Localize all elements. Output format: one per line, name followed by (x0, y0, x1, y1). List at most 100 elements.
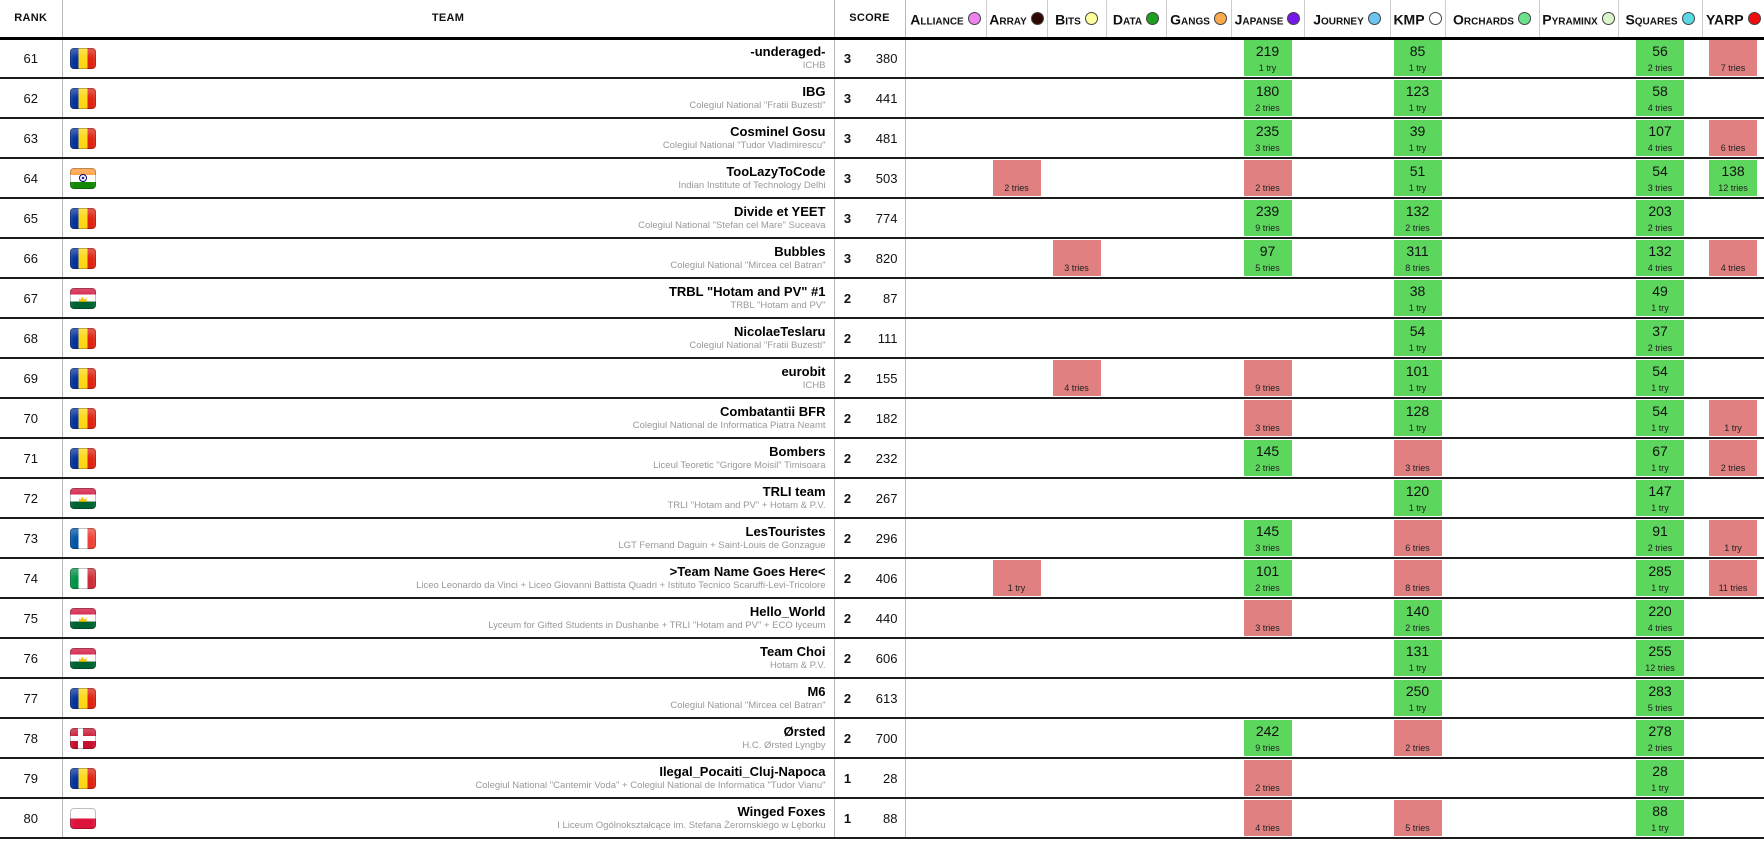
result-tries: 1 try (1408, 423, 1427, 433)
problem-header-journey: Journey (1303, 0, 1390, 40)
problem-name: Pyraminx (1542, 10, 1598, 27)
result-solved: 283 5 tries (1636, 680, 1684, 716)
result-cell-bits (1047, 518, 1106, 558)
result-cell-alliance (905, 558, 986, 598)
result-points: 145 (1255, 523, 1280, 539)
result-cell-japanse: 2 tries (1231, 758, 1304, 798)
result-cell-alliance (905, 198, 986, 238)
team-cell: Team Choi Hotam & P.V. (62, 638, 835, 678)
result-tries: 4 tries (1255, 823, 1280, 833)
rank-cell: 67 (0, 278, 63, 318)
result-cell-alliance (905, 278, 986, 318)
result-points: 132 (1405, 203, 1430, 219)
result-points: 132 (1648, 243, 1672, 259)
result-tries: 6 tries (1405, 543, 1430, 553)
flag-poland-icon (69, 807, 96, 829)
result-failed: 2 tries (1709, 440, 1757, 476)
result-cell-bits: 3 tries (1047, 238, 1106, 278)
result-cell-squares: 107 4 tries (1618, 118, 1702, 158)
problem-header-orchards: Orchards (1444, 0, 1539, 40)
result-cell-array: 2 tries (986, 158, 1047, 198)
result-solved: 39 1 try (1393, 120, 1442, 156)
problem-header-squares: Squares (1617, 0, 1702, 40)
flag-france-icon (69, 527, 96, 549)
header-row: Rank Team Score Alliance Array Bits Data Gan… (0, 0, 1764, 40)
result-cell-pyraminx (1539, 638, 1618, 678)
result-solved: 91 2 tries (1636, 520, 1684, 556)
problem-name: Orchards (1453, 10, 1514, 27)
result-cell-journey (1304, 558, 1390, 598)
result-cell-data (1106, 718, 1166, 758)
result-cell-yarp (1702, 798, 1764, 838)
result-cell-pyraminx (1539, 238, 1618, 278)
result-tries: 1 try (1408, 383, 1427, 393)
table-row: 65 Divide et YEET Colegiul National "Stefa… (0, 198, 1764, 238)
score-cell: 2 440 (834, 598, 906, 638)
result-cell-pyraminx (1539, 758, 1618, 798)
table-row: 74 >Team Name Goes Here< Liceo Leonardo da… (0, 558, 1764, 598)
result-solved: 51 1 try (1393, 160, 1442, 196)
solved-count: 3 (843, 50, 852, 66)
result-solved: 54 1 try (1393, 320, 1442, 356)
result-cell-japanse (1231, 678, 1304, 718)
result-cell-gangs (1166, 478, 1231, 518)
flag-romania-icon (69, 407, 96, 429)
result-cell-array (986, 358, 1047, 398)
result-cell-bits (1047, 158, 1106, 198)
solved-count: 2 (843, 610, 852, 626)
flag-tajikistan-icon (69, 607, 96, 629)
result-cell-pyraminx (1539, 198, 1618, 238)
problem-color-icon-alliance (967, 12, 981, 26)
result-cell-journey (1304, 158, 1390, 198)
result-cell-alliance (905, 158, 986, 198)
table-row: 75 Hello_World Lyceum for Gifted Students … (0, 598, 1764, 638)
result-cell-squares: 283 5 tries (1618, 678, 1702, 718)
team-affiliation: Colegiul National "Mircea cel Batran" (670, 260, 826, 272)
problem-header-yarp: YARP (1701, 0, 1764, 40)
team-affiliation: I Liceum Ogólnokształcące im. Stefana Że… (557, 820, 826, 832)
team-affiliation: Lyceum for Gifted Students in Dushanbe +… (488, 620, 826, 632)
result-tries: 1 try (1408, 63, 1427, 74)
result-points: 278 (1648, 723, 1672, 739)
result-tries: 1 try (1408, 303, 1427, 313)
result-cell-alliance (905, 478, 986, 518)
result-tries: 12 tries (1718, 183, 1748, 193)
result-cell-orchards (1445, 718, 1539, 758)
result-tries: 2 tries (1405, 743, 1430, 753)
result-cell-alliance (905, 638, 986, 678)
rank-cell: 74 (0, 558, 63, 598)
team-affiliation: Colegiul National "Stefan cel Mare" Suce… (638, 220, 826, 232)
result-tries: 9 tries (1255, 223, 1280, 233)
result-tries: 2 tries (1255, 583, 1280, 593)
result-cell-kmp: 39 1 try (1390, 118, 1445, 158)
team-name: Combatantii BFR (720, 403, 826, 419)
result-failed: 5 tries (1393, 800, 1442, 836)
column-header-team: Team (62, 0, 835, 40)
penalty-score: 700 (875, 730, 898, 746)
result-points: 54 (1409, 323, 1426, 339)
result-cell-journey (1304, 678, 1390, 718)
rank-cell: 69 (0, 358, 63, 398)
team-affiliation: Liceo Leonardo da Vinci + Liceo Giovanni… (416, 580, 826, 592)
result-cell-kmp: 8 tries (1390, 558, 1445, 598)
result-cell-squares: 147 1 try (1618, 478, 1702, 518)
result-cell-alliance (905, 118, 986, 158)
result-cell-japanse (1231, 318, 1304, 358)
result-cell-data (1106, 558, 1166, 598)
table-row: 76 Team Choi Hotam & P.V. 2 606 131 1 try 255 12… (0, 638, 1764, 678)
penalty-score: 380 (875, 50, 898, 66)
result-cell-japanse: 9 tries (1231, 358, 1304, 398)
result-cell-yarp (1702, 598, 1764, 638)
rank-cell: 68 (0, 318, 63, 358)
result-cell-bits (1047, 478, 1106, 518)
result-solved: 37 2 tries (1636, 320, 1684, 356)
result-cell-squares: 54 1 try (1618, 398, 1702, 438)
result-cell-data (1106, 318, 1166, 358)
result-cell-squares: 58 4 tries (1618, 78, 1702, 118)
result-cell-pyraminx (1539, 798, 1618, 838)
solved-count: 3 (843, 170, 852, 186)
rank-cell: 71 (0, 438, 63, 478)
result-cell-yarp (1702, 678, 1764, 718)
result-cell-kmp: 54 1 try (1390, 318, 1445, 358)
